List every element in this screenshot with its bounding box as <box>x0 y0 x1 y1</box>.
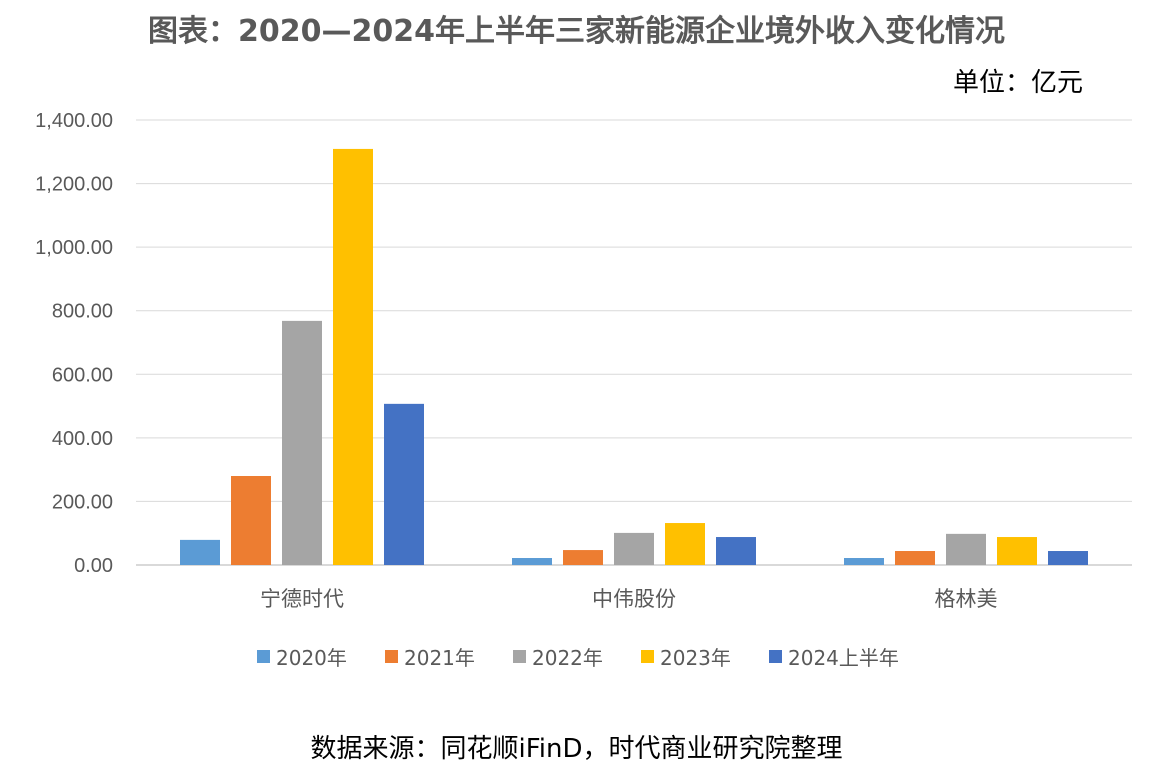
bar-2024上半年 <box>1048 551 1088 565</box>
bar-2022年 <box>946 533 986 565</box>
bar-2023年 <box>997 537 1037 565</box>
bar-2021年 <box>895 551 935 565</box>
legend-label: 2023年 <box>660 646 731 670</box>
y-tick-label: 400.00 <box>52 428 113 450</box>
legend-swatch <box>257 650 270 663</box>
y-tick-label: 600.00 <box>52 364 113 386</box>
source-note: 数据来源：同花顺iFinD，时代商业研究院整理 <box>310 734 843 764</box>
bar-2020年 <box>512 558 552 565</box>
y-tick-label: 1,000.00 <box>35 237 113 259</box>
legend-swatch <box>513 650 526 663</box>
bar-2021年 <box>231 476 271 565</box>
y-tick-label: 800.00 <box>52 301 113 323</box>
x-category-label: 中伟股份 <box>592 587 676 611</box>
legend-label: 2024上半年 <box>788 646 899 670</box>
bar-2023年 <box>333 148 373 566</box>
bar-2020年 <box>844 558 884 565</box>
y-tick-label: 1,400.00 <box>35 110 113 132</box>
bar-2021年 <box>563 550 603 565</box>
legend-swatch <box>769 650 782 663</box>
chart-title: 图表：2020—2024年上半年三家新能源企业境外收入变化情况 <box>148 14 1005 49</box>
y-tick-label: 0.00 <box>74 555 113 577</box>
y-tick-label: 200.00 <box>52 491 113 513</box>
legend-label: 2020年 <box>276 646 347 670</box>
x-category-label: 宁德时代 <box>260 587 344 611</box>
x-category-label: 格林美 <box>935 587 998 611</box>
bar-2023年 <box>665 523 705 565</box>
legend-label: 2022年 <box>532 646 603 670</box>
legend-label: 2021年 <box>404 646 475 670</box>
y-tick-label: 1,200.00 <box>35 174 113 196</box>
unit-label: 单位：亿元 <box>952 68 1083 98</box>
legend-swatch <box>641 650 654 663</box>
bar-2024上半年 <box>384 403 424 565</box>
legend-swatch <box>385 650 398 663</box>
bar-2020年 <box>180 539 220 565</box>
bar-2024上半年 <box>716 537 756 565</box>
bar-2022年 <box>614 532 654 565</box>
bar-2022年 <box>282 320 322 565</box>
